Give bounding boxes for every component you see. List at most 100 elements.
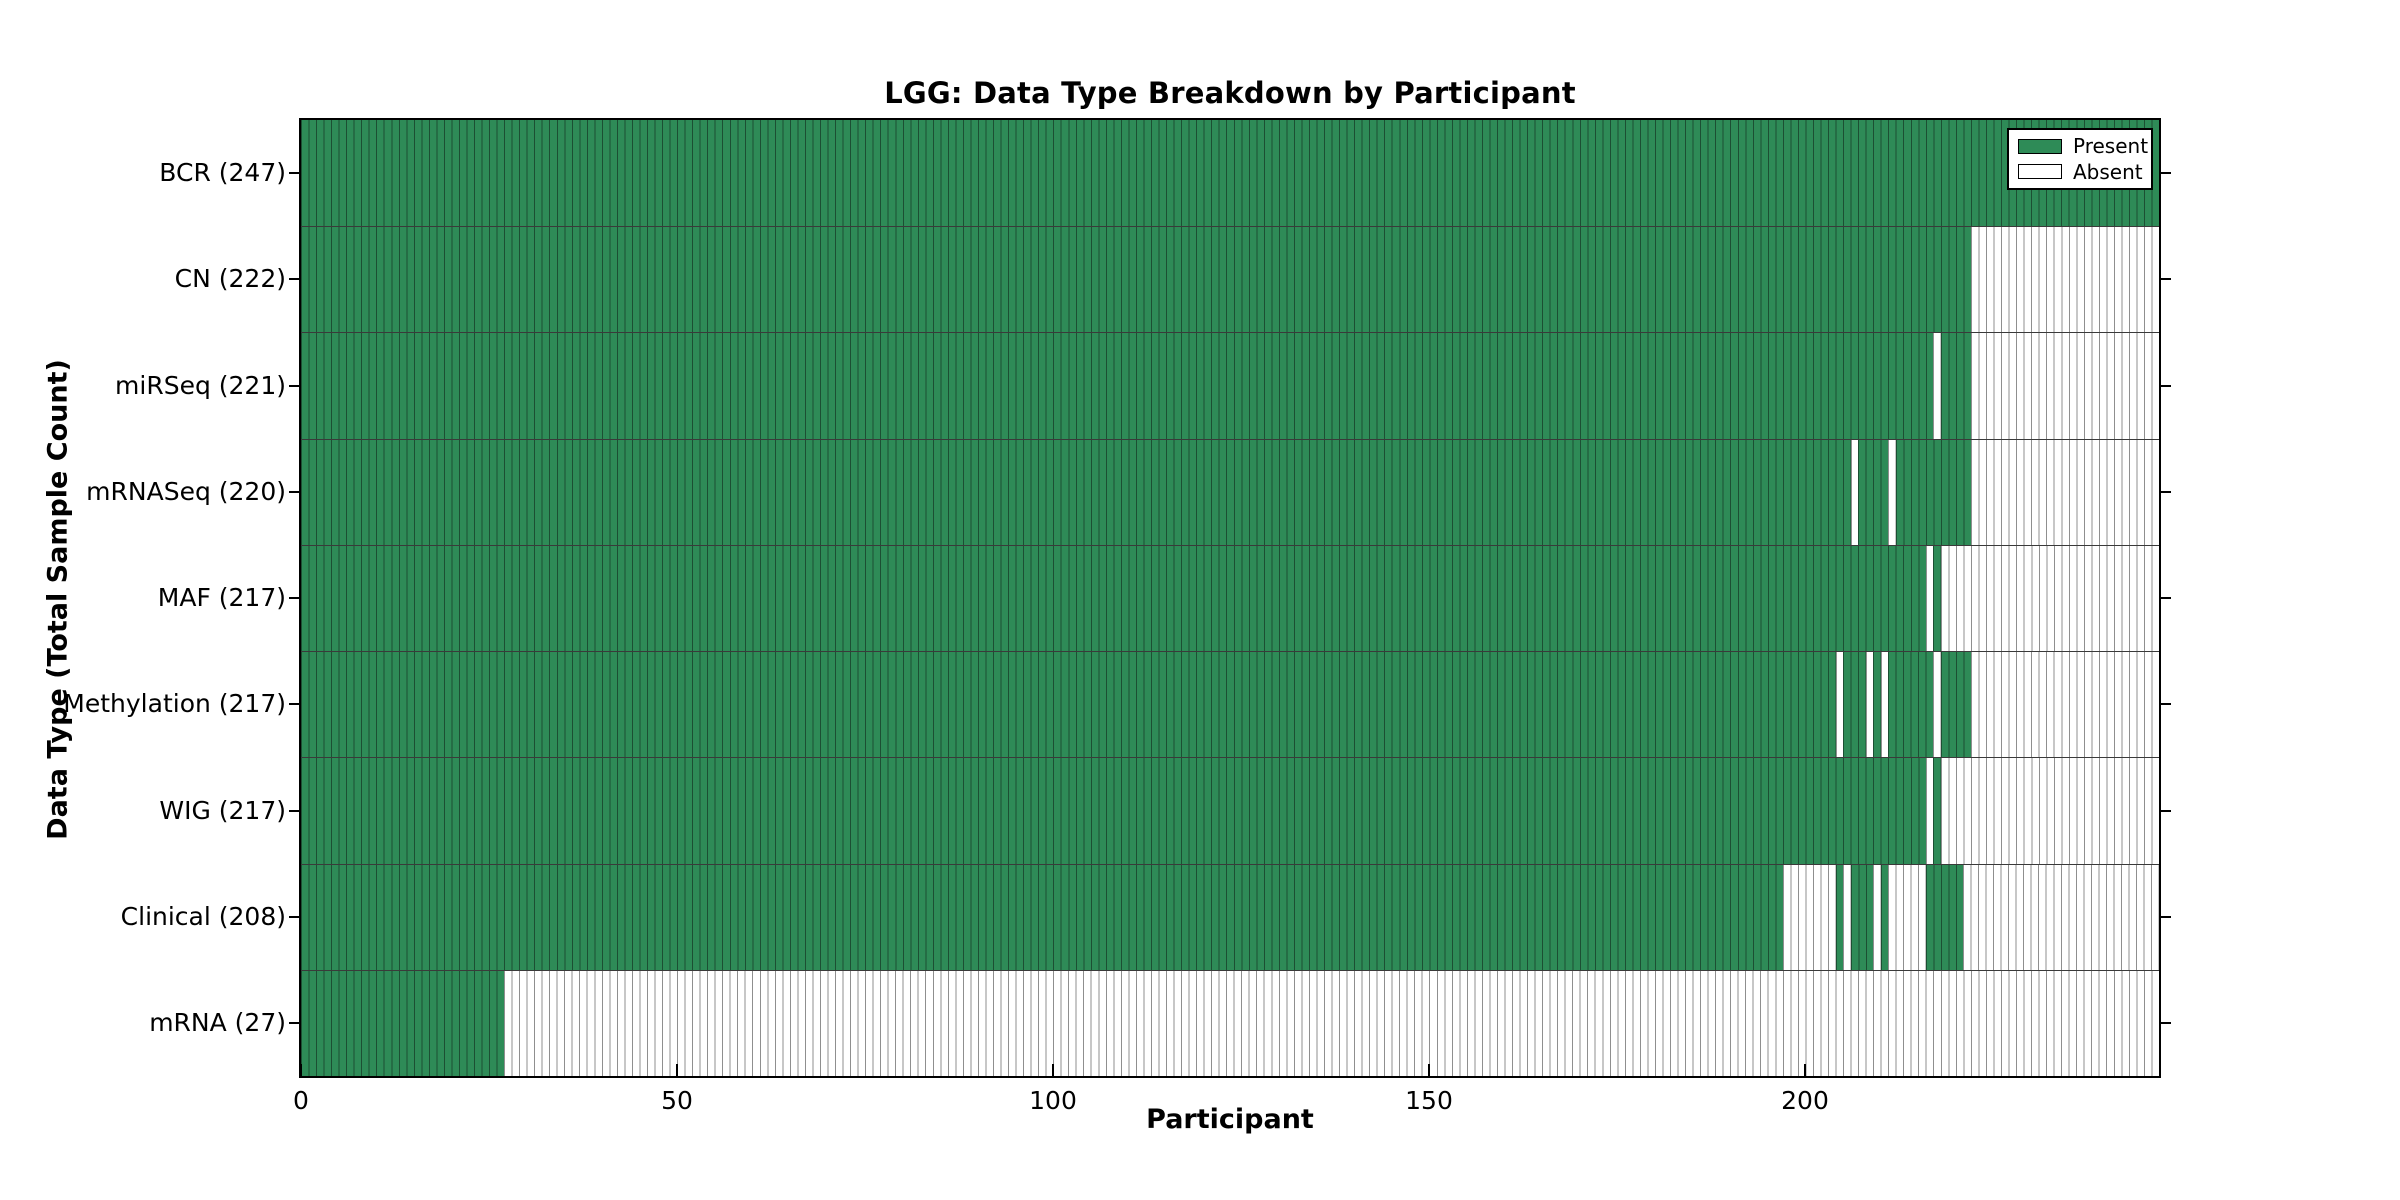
segment-present: [1933, 758, 1941, 864]
y-tick-mark: [289, 172, 301, 174]
segment-absent: [1782, 865, 1836, 970]
y-tick-mark: [2159, 597, 2171, 599]
y-tick-label-mrna: mRNA (27): [149, 1008, 286, 1037]
y-tick-mark: [2159, 810, 2171, 812]
y-tick-mark: [289, 1022, 301, 1024]
x-tick-label-150: 150: [1405, 1086, 1453, 1115]
y-tick-mark: [289, 491, 301, 493]
segment-absent: [1835, 652, 1844, 757]
segment-absent: [1933, 652, 1941, 757]
segment-absent: [1940, 758, 2159, 864]
y-tick-label-cn: CN (222): [174, 264, 286, 293]
x-tick-mark: [1428, 1064, 1430, 1076]
x-tick-label-50: 50: [661, 1086, 693, 1115]
heatmap-row-methylation: [301, 651, 2159, 757]
segment-present: [1858, 440, 1889, 545]
segment-absent: [1865, 652, 1874, 757]
segment-absent: [1925, 546, 1934, 651]
heatmap-row-maf: [301, 545, 2159, 651]
segment-present: [1940, 333, 1971, 439]
y-tick-mark: [289, 916, 301, 918]
y-tick-mark: [289, 810, 301, 812]
legend-absent-label: Absent: [2073, 159, 2143, 184]
segment-absent: [1880, 652, 1889, 757]
segment-present: [1933, 546, 1941, 651]
segment-absent: [1970, 227, 2159, 332]
x-tick-mark: [676, 1064, 678, 1076]
y-tick-mark: [2159, 278, 2171, 280]
y-tick-mark: [289, 597, 301, 599]
segment-absent: [1970, 333, 2159, 439]
y-tick-label-clinical: Clinical (208): [120, 902, 286, 931]
heatmap-row-bcr: [301, 120, 2159, 226]
x-tick-label-200: 200: [1781, 1086, 1829, 1115]
segment-absent: [1933, 333, 1941, 439]
y-tick-label-bcr: BCR (247): [159, 158, 286, 187]
segment-present: [301, 546, 1926, 651]
segment-present: [1843, 652, 1866, 757]
segment-present: [301, 120, 2159, 226]
segment-present: [301, 227, 1971, 332]
segment-absent: [1888, 440, 1896, 545]
legend-item-absent: Absent: [2018, 159, 2143, 184]
segment-present: [301, 865, 1783, 970]
legend-item-present: Present: [2018, 135, 2148, 157]
y-tick-mark: [2159, 1022, 2171, 1024]
segment-absent: [504, 971, 2159, 1076]
segment-absent: [1873, 865, 1881, 970]
x-axis-label: Participant: [1146, 1104, 1314, 1135]
legend: Present Absent: [2007, 128, 2153, 190]
segment-present: [301, 971, 505, 1076]
segment-absent: [1970, 652, 2159, 757]
segment-present: [301, 440, 1851, 545]
heatmap-row-mrna: [301, 970, 2159, 1076]
heatmap-row-mirseq: [301, 332, 2159, 439]
segment-present: [1873, 652, 1881, 757]
absent-swatch: [2018, 164, 2062, 180]
segment-absent: [1888, 865, 1926, 970]
segment-absent: [1850, 440, 1859, 545]
segment-present: [301, 652, 1836, 757]
heatmap-row-mrnaseq: [301, 439, 2159, 545]
legend-present-label: Present: [2073, 134, 2149, 159]
y-tick-mark: [2159, 385, 2171, 387]
y-tick-mark: [2159, 172, 2171, 174]
y-tick-label-wig: WIG (217): [159, 796, 286, 825]
y-tick-label-methylation: Methylation (217): [63, 689, 286, 718]
x-tick-label-0: 0: [293, 1086, 309, 1115]
y-tick-mark: [2159, 491, 2171, 493]
segment-present: [301, 758, 1926, 864]
plot-area: Present Absent: [299, 118, 2161, 1078]
heatmap-row-clinical: [301, 864, 2159, 970]
y-tick-label-maf: MAF (217): [157, 583, 286, 612]
y-tick-mark: [289, 278, 301, 280]
segment-absent: [1843, 865, 1851, 970]
segment-present: [1880, 865, 1889, 970]
x-tick-mark: [1804, 1064, 1806, 1076]
segment-present: [1895, 440, 1971, 545]
segment-present: [1940, 652, 1971, 757]
segment-present: [301, 333, 1934, 439]
segment-absent: [1940, 546, 2159, 651]
present-swatch: [2018, 138, 2062, 154]
segment-present: [1925, 865, 1964, 970]
y-tick-label-mirseq: miRSeq (221): [115, 371, 286, 400]
y-tick-mark: [289, 385, 301, 387]
segment-present: [1850, 865, 1874, 970]
heatmap-row-wig: [301, 757, 2159, 864]
chart-title: LGG: Data Type Breakdown by Participant: [884, 76, 1576, 110]
x-tick-mark: [1052, 1064, 1054, 1076]
segment-present: [1835, 865, 1844, 970]
x-tick-mark: [300, 1064, 302, 1076]
y-tick-mark: [2159, 916, 2171, 918]
y-tick-label-mrnaseq: mRNASeq (220): [86, 477, 286, 506]
segment-present: [1888, 652, 1934, 757]
segment-absent: [1925, 758, 1934, 864]
y-tick-mark: [289, 703, 301, 705]
segment-absent: [1970, 440, 2159, 545]
heatmap-row-cn: [301, 226, 2159, 332]
x-tick-label-100: 100: [1029, 1086, 1077, 1115]
y-tick-mark: [2159, 703, 2171, 705]
segment-absent: [1963, 865, 2159, 970]
